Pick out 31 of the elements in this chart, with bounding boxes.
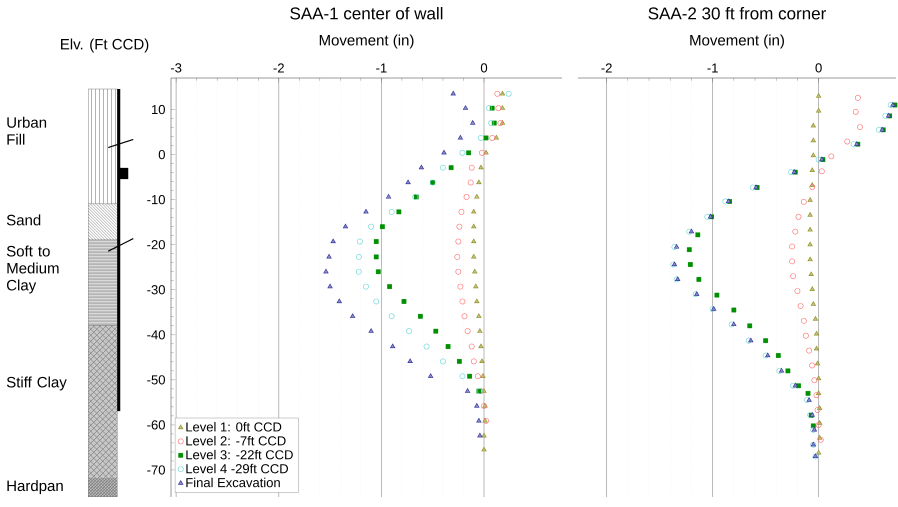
x-axis-title: Movement (in) xyxy=(320,34,414,48)
x-tick-label: -1 xyxy=(376,64,387,72)
x-tick-label: 0 xyxy=(480,63,488,72)
y-tick-label: -10 xyxy=(147,195,165,204)
x-axis-title: Movement (in) xyxy=(690,34,784,48)
text: Urban Fill xyxy=(7,116,46,145)
text: Soft to Medium Clay xyxy=(6,245,59,294)
legend-label: Level 4 -29ft CCD xyxy=(186,464,288,474)
y-tick-label: -70 xyxy=(147,465,165,475)
x-tick-label: -2 xyxy=(601,63,612,72)
text: Stiff Clay xyxy=(6,376,67,390)
text: Sand xyxy=(6,214,40,226)
y-tick-label: 10 xyxy=(152,104,165,114)
legend-label: Level 1: 0ft CCD xyxy=(186,422,282,432)
legend-label: Final Excavation xyxy=(186,478,280,488)
y-tick-label: 0 xyxy=(158,150,165,160)
x-tick-label: -3 xyxy=(170,63,182,72)
y-tick-label: -20 xyxy=(147,240,165,250)
y-tick-label: -30 xyxy=(147,285,165,294)
y-tick-label: -40 xyxy=(147,330,165,340)
legend-label: Level 3: -22ft CCD xyxy=(186,450,293,460)
y-tick-label: -50 xyxy=(147,375,165,384)
chart-title: SAA-2 30 ft from corner xyxy=(648,7,826,20)
x-tick-label: -1 xyxy=(707,64,718,72)
text: Hardpan xyxy=(7,480,63,494)
x-tick-label: 0 xyxy=(816,63,822,72)
legend-label: Level 2: -7ft CCD xyxy=(186,436,286,446)
x-tick-label: -2 xyxy=(274,63,284,72)
y-axis-title: Elv. (Ft CCD) xyxy=(61,38,148,52)
y-tick-label: -60 xyxy=(147,420,165,430)
chart-title: SAA-1 center of wall xyxy=(290,6,442,20)
